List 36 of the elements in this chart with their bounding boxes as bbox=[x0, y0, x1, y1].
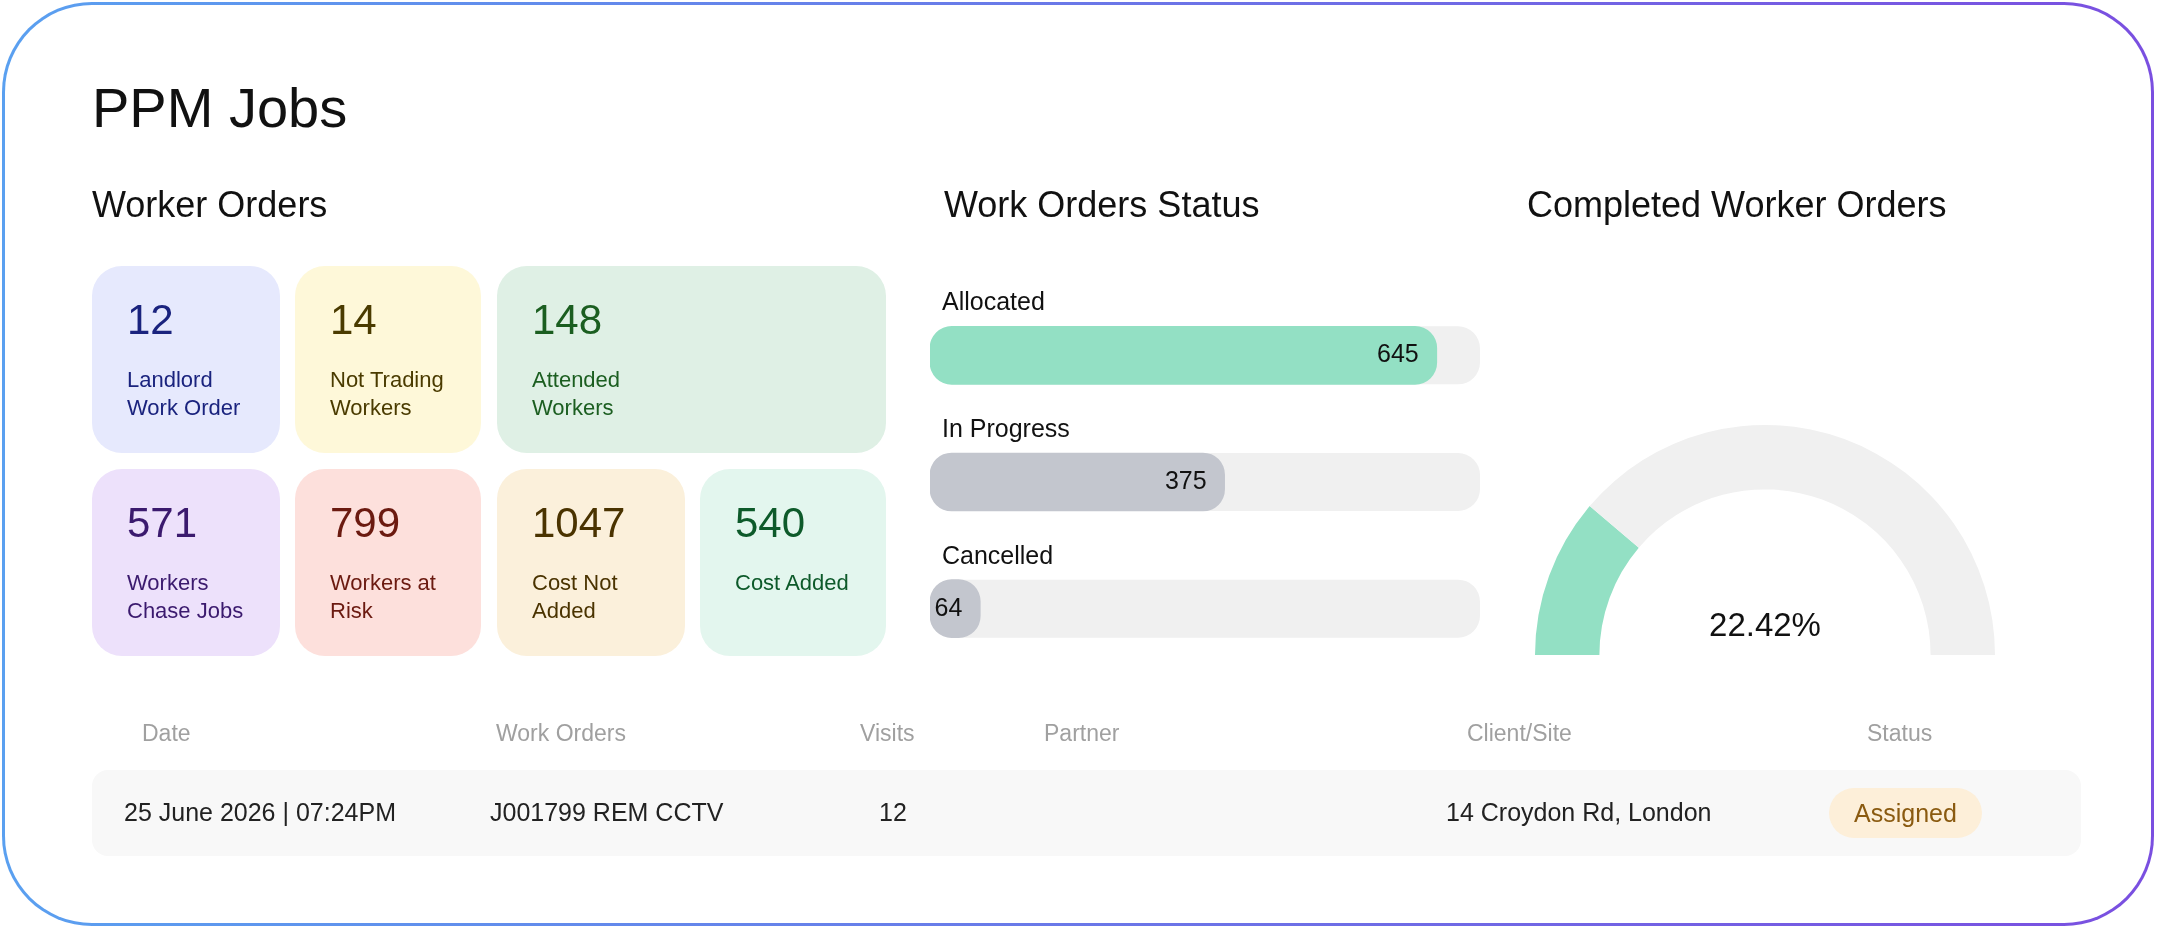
category-label: Status bbox=[1867, 720, 1933, 747]
text: 571 bbox=[127, 499, 198, 547]
text: 799 bbox=[330, 499, 401, 547]
data-label: 375 bbox=[1164, 465, 1207, 494]
text: J001799 REM CCTV bbox=[490, 798, 724, 827]
y-tick-label: Cancelled bbox=[942, 540, 1054, 569]
text: 540 bbox=[735, 499, 806, 547]
data-label: 645 bbox=[1377, 339, 1419, 368]
y-tick-label: In Progress bbox=[942, 413, 1070, 442]
y-tick-label: Allocated bbox=[942, 287, 1045, 316]
category-label: Partner bbox=[1044, 720, 1120, 747]
category-label: Work Orders bbox=[496, 720, 626, 747]
chart-title: Completed Worker Orders bbox=[1527, 184, 1947, 226]
text: Workers at Risk bbox=[330, 569, 437, 625]
text: 12 bbox=[879, 798, 907, 827]
category-label: Visits bbox=[860, 720, 915, 747]
text: Cost Not Added bbox=[532, 569, 619, 625]
text: Worker Orders bbox=[92, 184, 328, 226]
text: 12 bbox=[127, 296, 174, 344]
text: Landlord Work Order bbox=[127, 366, 242, 422]
text: PPM Jobs bbox=[92, 75, 348, 140]
category-label: Date bbox=[142, 720, 191, 747]
data-label: 64 bbox=[934, 592, 963, 621]
text: Attended Workers bbox=[532, 366, 622, 422]
text: 148 bbox=[532, 296, 603, 344]
text: Workers Chase Jobs bbox=[127, 569, 245, 625]
text: Not Trading Workers bbox=[330, 366, 445, 422]
category-label: Client/Site bbox=[1467, 720, 1572, 747]
text: 1047 bbox=[532, 499, 626, 547]
text: Cost Added bbox=[735, 569, 849, 597]
text: 14 Croydon Rd, London bbox=[1446, 798, 1712, 827]
text: Assigned bbox=[1829, 788, 1982, 838]
text: 14 bbox=[330, 296, 377, 344]
text: 22.42% bbox=[1709, 606, 1821, 644]
text: 25 June 2026 | 07:24PM bbox=[124, 798, 396, 827]
chart-title: Work Orders Status bbox=[944, 184, 1260, 226]
